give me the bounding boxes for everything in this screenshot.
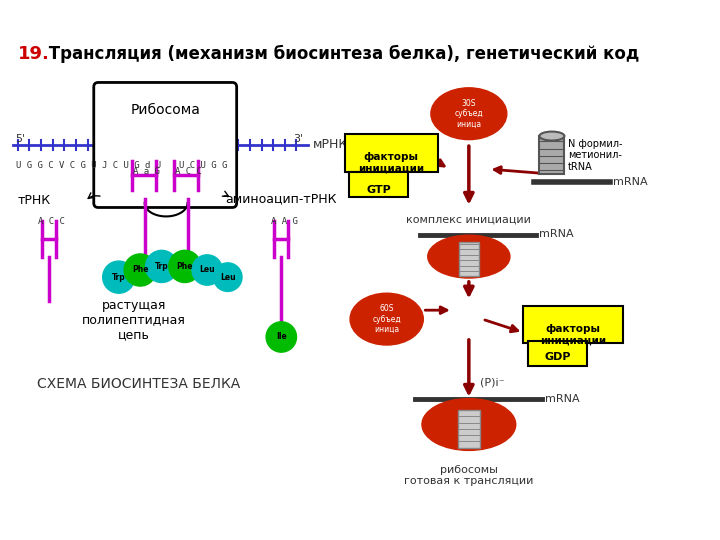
Ellipse shape [428,235,510,278]
Text: Leu: Leu [199,266,215,274]
Text: рибосомы
готовая к трансляции: рибосомы готовая к трансляции [404,465,534,487]
Text: 60S
субъед
иница: 60S субъед иница [372,304,401,334]
Text: GTP: GTP [366,185,391,195]
Text: GDP: GDP [544,352,570,362]
Text: Leu: Leu [220,273,235,282]
Text: mRNA: mRNA [545,394,580,403]
Text: Рибосома: Рибосома [130,103,200,117]
Bar [458,410,480,448]
Circle shape [213,263,242,292]
Circle shape [168,251,201,282]
FancyBboxPatch shape [94,83,237,207]
Text: mRNA: mRNA [539,230,573,239]
Circle shape [145,251,178,282]
Text: 5': 5' [15,134,25,144]
Text: тРНК: тРНК [18,194,51,207]
FancyBboxPatch shape [523,306,624,343]
Text: Phe: Phe [132,266,148,274]
Text: A C C: A C C [38,217,66,226]
Ellipse shape [431,88,507,140]
Text: комплекс инициации: комплекс инициации [406,214,531,225]
Ellipse shape [422,399,516,450]
Text: Трансляция (механизм биосинтеза белка), генетический код: Трансляция (механизм биосинтеза белка), … [43,45,639,63]
Text: Ile: Ile [276,333,287,341]
Bar [539,136,564,173]
Text: mRNA: mRNA [613,177,647,187]
Text: растущая
полипептидная
цепь: растущая полипептидная цепь [82,299,186,342]
Circle shape [103,261,135,293]
Text: аминоацип-тРНК: аминоацип-тРНК [225,192,336,205]
Bar [459,242,479,276]
Text: факторы
инициации: факторы инициации [358,152,424,174]
Text: A a G: A a G [133,167,160,176]
Text: A A G: A A G [271,217,297,226]
Text: (P)i⁻: (P)i⁻ [480,377,504,387]
FancyBboxPatch shape [349,172,408,197]
Text: U G G C V C G U J C U G d U: U G G C V C G U J C U G d U [16,161,161,170]
Text: факторы
инициации: факторы инициации [540,323,606,345]
Circle shape [266,322,297,352]
Text: Trp: Trp [112,273,126,282]
Circle shape [192,255,222,285]
Text: 19.: 19. [18,45,50,63]
Text: Phe: Phe [176,262,193,271]
Text: Trp: Trp [155,262,168,271]
FancyBboxPatch shape [345,134,438,172]
Text: 30S
субъед
иница: 30S субъед иница [454,99,483,129]
Ellipse shape [539,132,564,140]
Circle shape [124,254,156,286]
Text: A C C: A C C [175,167,202,176]
Text: СХЕМА БИОСИНТЕЗА БЕЛКА: СХЕМА БИОСИНТЕЗА БЕЛКА [37,377,240,391]
Text: U C U G G: U C U G G [179,161,227,170]
FancyBboxPatch shape [528,341,587,367]
Text: мРНК: мРНК [312,138,348,151]
Text: 3': 3' [294,134,304,144]
Ellipse shape [350,293,423,345]
Text: N формил-
метионил-
tRNA: N формил- метионил- tRNA [568,139,623,172]
